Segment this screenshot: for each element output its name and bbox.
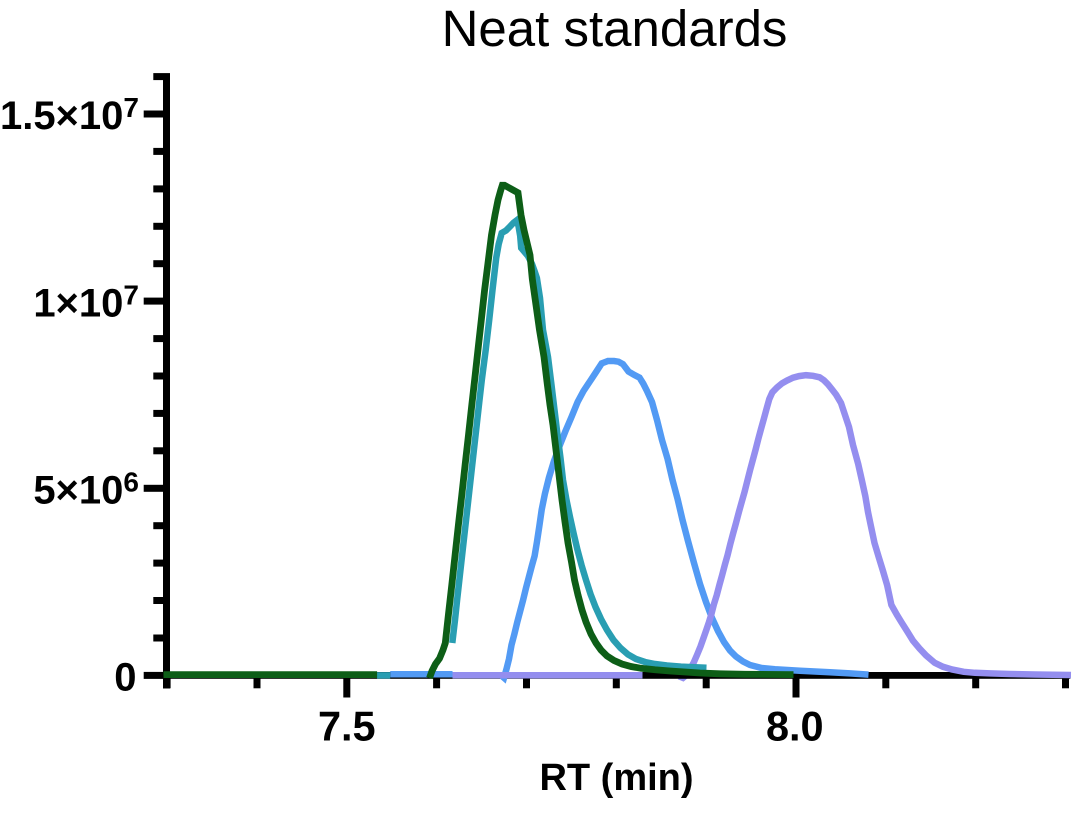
svg-text:7.5: 7.5 — [318, 703, 376, 750]
svg-text:8.0: 8.0 — [766, 703, 824, 750]
svg-text:1.5×107: 1.5×107 — [0, 92, 139, 138]
svg-text:1×107: 1×107 — [33, 279, 139, 325]
svg-text:Neat standards: Neat standards — [442, 0, 788, 57]
svg-text:0: 0 — [114, 656, 136, 700]
svg-text:5×106: 5×106 — [33, 467, 139, 513]
svg-text:RT (min): RT (min) — [539, 757, 693, 799]
